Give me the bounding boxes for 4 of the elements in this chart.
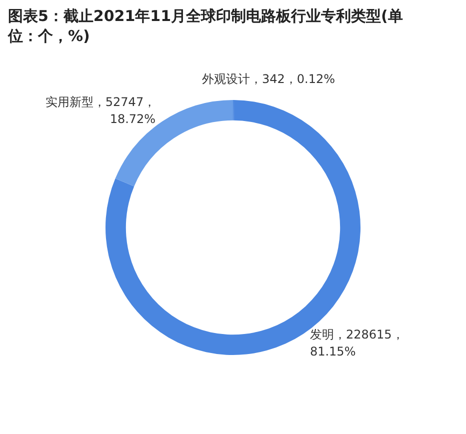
slice-label: 外观设计，342，0.12% xyxy=(202,72,336,86)
chart-title: 图表5：截止2021年11月全球印制电路板行业专利类型(单位：个，%) xyxy=(8,6,404,46)
slice-label: 实用新型，52747，18.72% xyxy=(45,95,156,126)
slice-label: 发明，228615，81.15% xyxy=(310,327,404,358)
